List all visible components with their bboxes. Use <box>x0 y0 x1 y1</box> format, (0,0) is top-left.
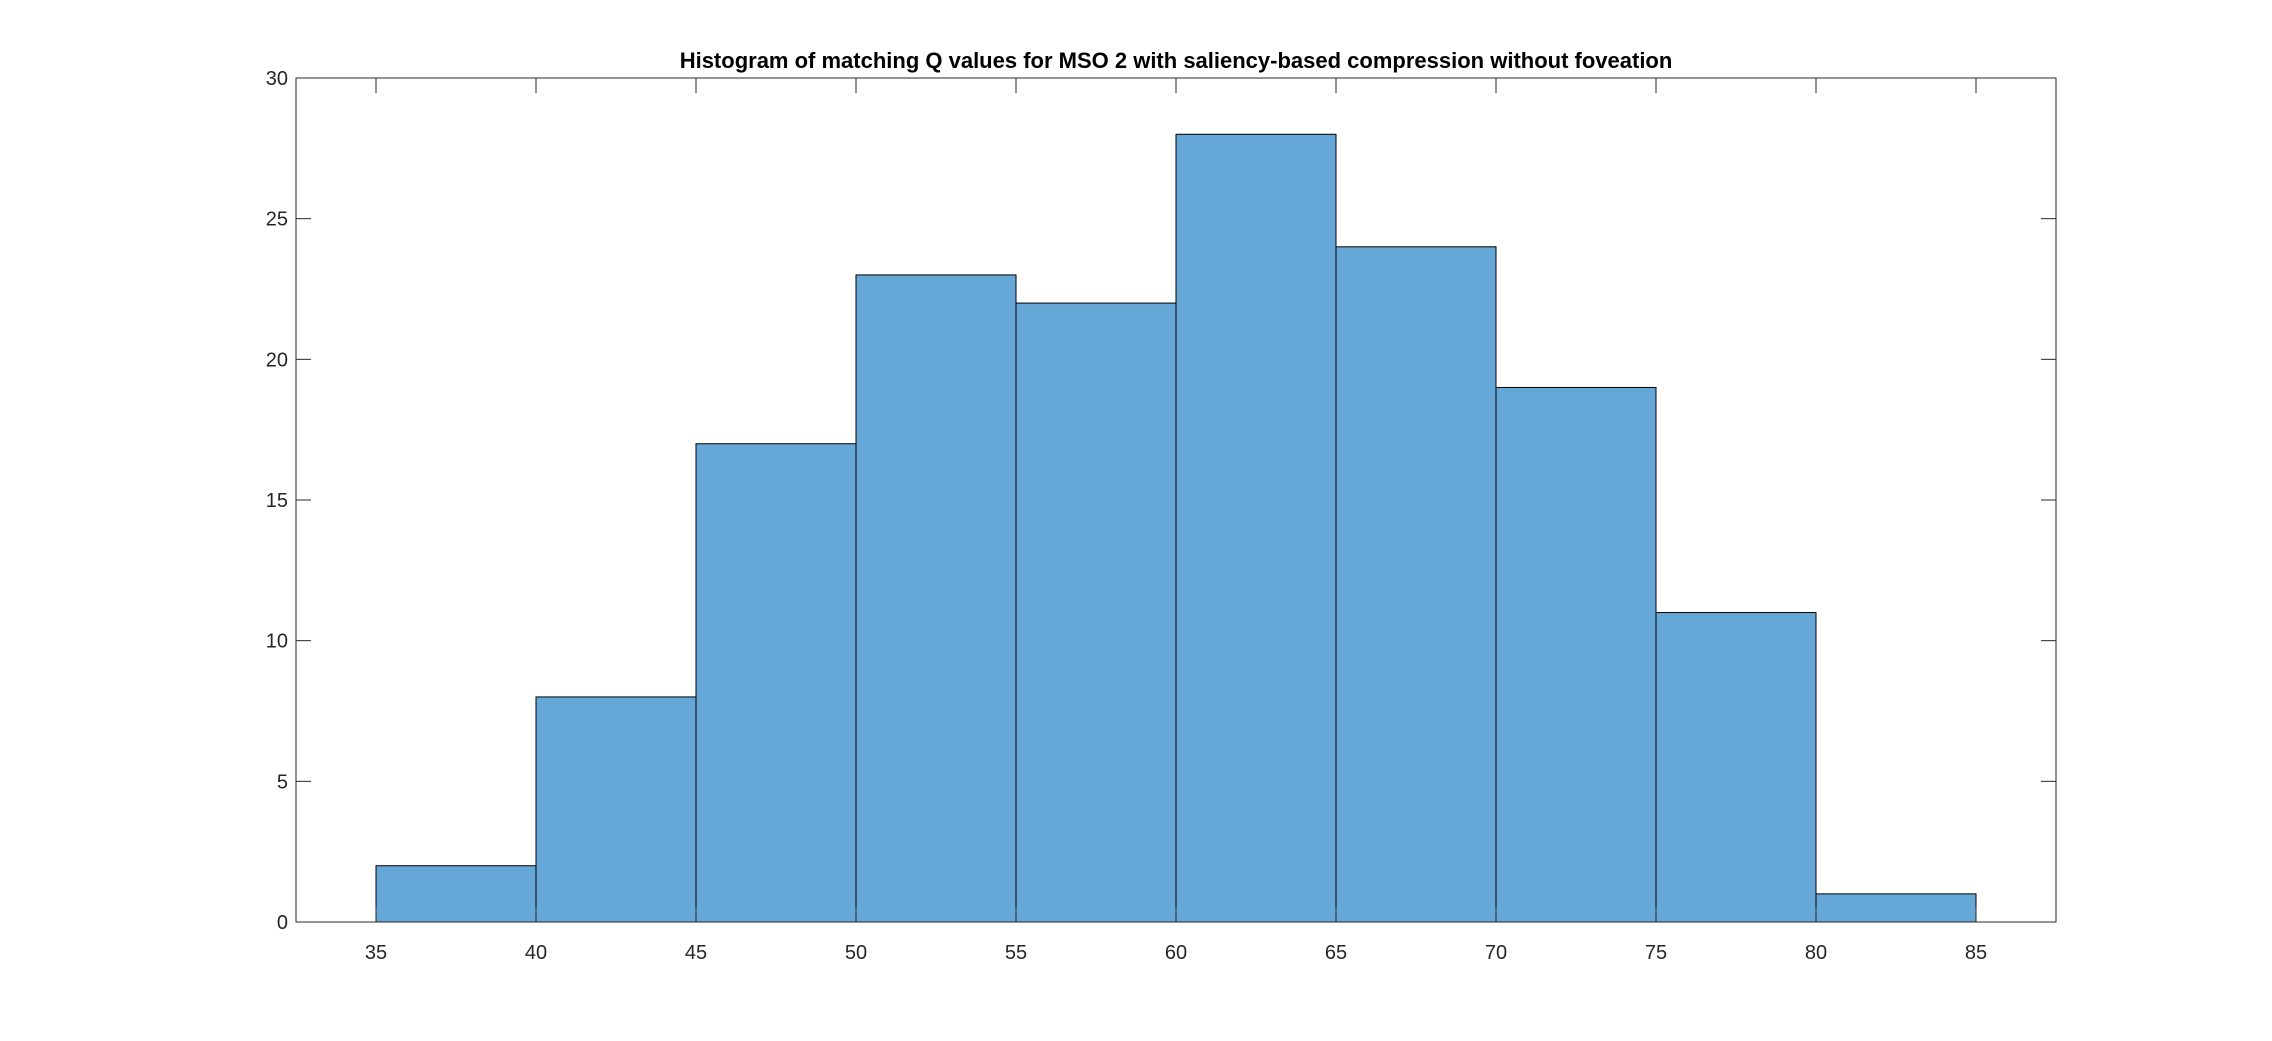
x-tick-label: 65 <box>1325 942 1347 964</box>
y-tick-label: 20 <box>266 349 288 371</box>
histogram-bar <box>1015 302 1177 923</box>
histogram-bar <box>1815 893 1977 923</box>
x-tick-label: 40 <box>525 942 547 964</box>
x-tick-label: 60 <box>1165 942 1187 964</box>
x-tick-label: 70 <box>1485 942 1507 964</box>
histogram-bar <box>855 274 1017 923</box>
histogram-bar <box>535 696 697 923</box>
y-tick-label: 30 <box>266 68 288 90</box>
y-tick-label: 15 <box>266 490 288 512</box>
x-tick-label: 80 <box>1805 942 1827 964</box>
histogram-bar <box>375 865 537 923</box>
bars-layer <box>375 133 1977 923</box>
histogram-bar <box>1175 133 1337 923</box>
x-tick-label: 75 <box>1645 942 1667 964</box>
y-tick-label: 25 <box>266 209 288 231</box>
x-tick-label: 85 <box>1965 942 1987 964</box>
x-tick-label: 45 <box>685 942 707 964</box>
histogram-bar <box>695 443 857 923</box>
histogram-bar <box>1495 386 1657 923</box>
y-tick-label: 0 <box>277 912 288 934</box>
histogram-bar <box>1335 246 1497 923</box>
x-tick-label: 55 <box>1005 942 1027 964</box>
chart-title: Histogram of matching Q values for MSO 2… <box>680 48 1673 73</box>
x-tick-label: 50 <box>845 942 867 964</box>
y-tick-label: 5 <box>277 771 288 793</box>
axes-layer: 35 40 45 50 55 60 65 70 75 80 85 0 5 10 15 20 25 30 <box>266 68 2057 964</box>
x-tick-label: 35 <box>365 942 387 964</box>
histogram-bar <box>1655 612 1817 923</box>
y-tick-label: 10 <box>266 631 288 653</box>
